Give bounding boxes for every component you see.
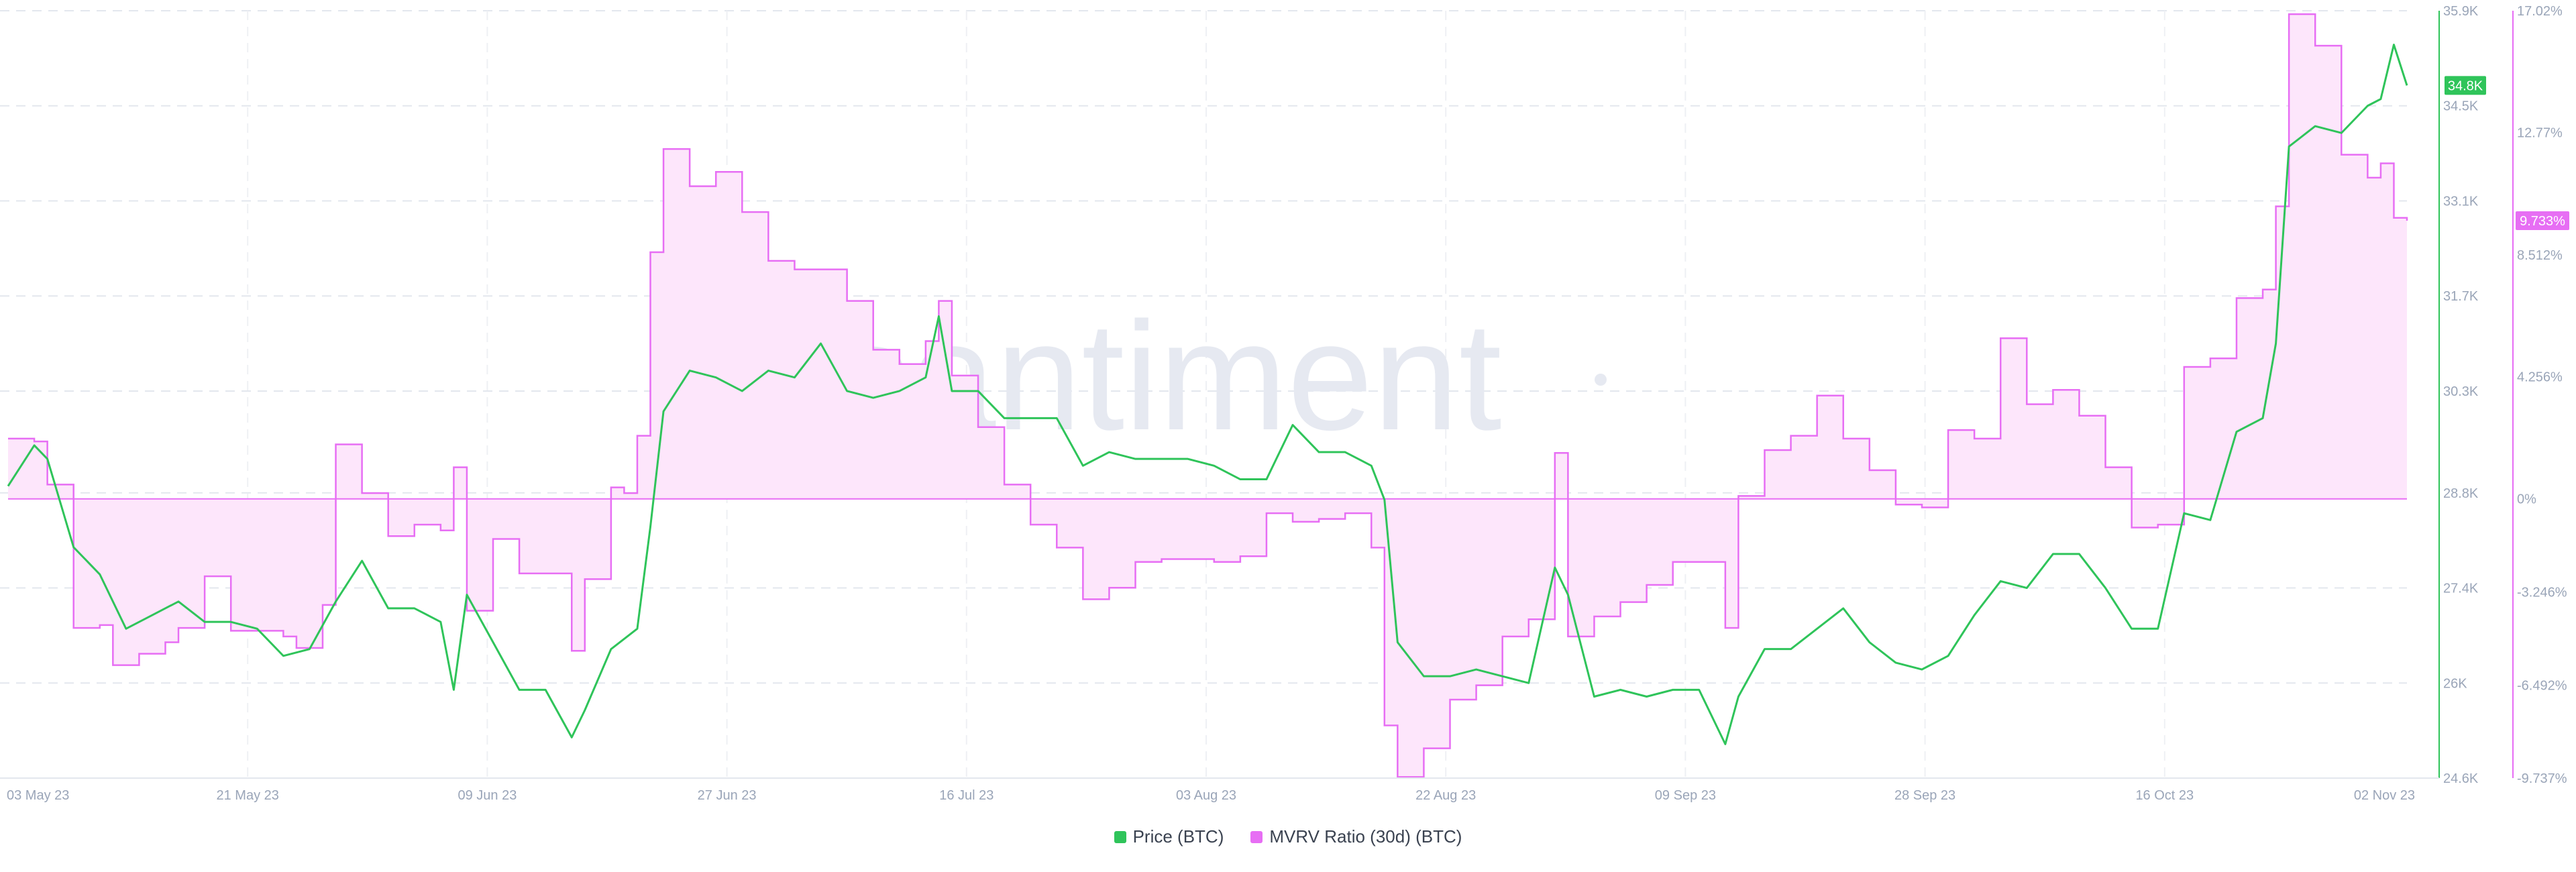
x-tick-3: 27 Jun 23 <box>698 788 757 803</box>
x-tick-4: 16 Jul 23 <box>939 788 994 803</box>
x-tick-6: 22 Aug 23 <box>1415 788 1476 803</box>
y-right-tick-6: 12.77% <box>2517 126 2563 141</box>
y-right-tick-5: 8.512% <box>2517 248 2563 263</box>
x-tick-10: 02 Nov 23 <box>2354 788 2415 803</box>
watermark-dot <box>1595 374 1607 386</box>
mvrv-current-badge <box>2516 211 2569 230</box>
y-left-tick-1: 26K <box>2443 676 2467 691</box>
ticks-layer: 24.6K 26K 27.4K 28.8K 30.3K 31.7K 33.1K 34.5K 35… <box>7 4 2567 803</box>
x-tick-5: 03 Aug 23 <box>1176 788 1236 803</box>
y-left-tick-5: 31.7K <box>2443 289 2479 304</box>
y-right-tick-3: 0% <box>2517 492 2536 507</box>
mvrv-layer <box>8 13 2408 778</box>
x-tick-7: 09 Sep 23 <box>1655 788 1716 803</box>
legend-swatch-mvrv <box>1250 830 1263 843</box>
y-left-tick-7: 34.5K <box>2443 99 2479 114</box>
x-tick-0: 03 May 23 <box>7 788 69 803</box>
legend: Price (BTC) MVRV Ratio (30d) (BTC) <box>0 826 2576 847</box>
legend-label-mvrv: MVRV Ratio (30d) (BTC) <box>1269 826 1462 847</box>
y-right-tick-2: -3.246% <box>2517 585 2567 600</box>
mvrv-current-label: 9.733% <box>2520 214 2565 229</box>
price-current-label: 34.8K <box>2448 78 2483 93</box>
y-right-tick-0: -9.737% <box>2517 771 2567 786</box>
y-right-tick-4: 4.256% <box>2517 370 2563 385</box>
price-layer <box>7 44 2408 745</box>
y-right-tick-7: 17.02% <box>2517 4 2563 19</box>
labels-layer: 34.8K 9.733% <box>2445 76 2569 230</box>
price-line <box>7 44 2408 745</box>
y-left-tick-6: 33.1K <box>2443 194 2479 209</box>
legend-item-price[interactable]: Price (BTC) <box>1114 826 1224 847</box>
y-left-tick-0: 24.6K <box>2443 771 2479 786</box>
x-tick-8: 28 Sep 23 <box>1894 788 1955 803</box>
axes-layer <box>0 11 2514 779</box>
x-tick-1: 21 May 23 <box>217 788 279 803</box>
legend-item-mvrv[interactable]: MVRV Ratio (30d) (BTC) <box>1250 826 1462 847</box>
legend-label-price: Price (BTC) <box>1132 826 1224 847</box>
y-left-tick-8: 35.9K <box>2443 4 2479 19</box>
y-left-tick-4: 30.3K <box>2443 384 2479 399</box>
y-right-tick-1: -6.492% <box>2517 678 2567 693</box>
mvrv-line <box>8 13 2408 778</box>
y-left-tick-3: 28.8K <box>2443 486 2479 501</box>
legend-swatch-price <box>1114 830 1126 843</box>
x-tick-2: 09 Jun 23 <box>458 788 517 803</box>
y-left-tick-2: 27.4K <box>2443 582 2479 596</box>
price-current-badge <box>2445 76 2486 95</box>
x-tick-9: 16 Oct 23 <box>2135 788 2194 803</box>
